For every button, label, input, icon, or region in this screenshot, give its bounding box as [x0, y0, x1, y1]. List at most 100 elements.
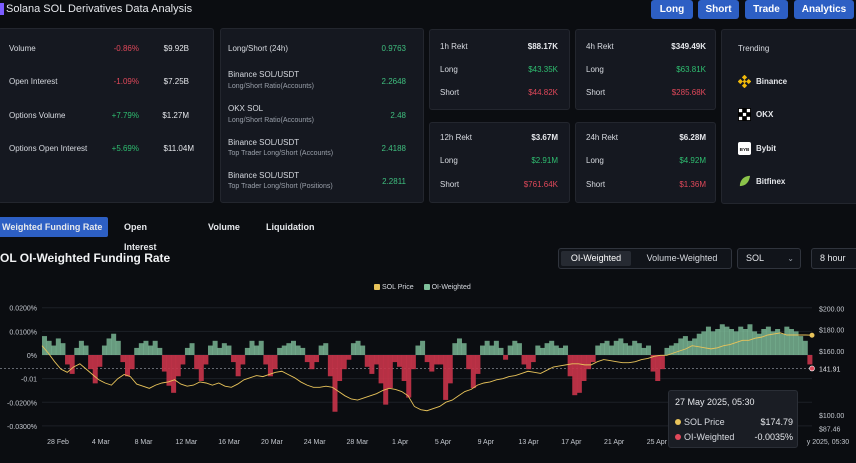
funding-bar: [535, 345, 541, 355]
chart-title: OL OI-Weighted Funding Rate: [0, 251, 171, 265]
tooltip-row-oi: OI-Weighted -0.0035%: [675, 432, 793, 442]
funding-bar: [793, 331, 799, 355]
right-tick-label: $200.00: [819, 306, 844, 313]
funding-bar: [475, 355, 481, 374]
legend-oi-weighted[interactable]: OI-Weighted: [423, 284, 471, 291]
svg-text:BYB: BYB: [740, 147, 750, 152]
funding-bar: [669, 345, 675, 355]
funding-bar: [231, 355, 237, 363]
funding-bar: [784, 326, 790, 355]
oi-weighted-series: [42, 324, 813, 412]
x-tick-label: 5 Apr: [435, 439, 452, 446]
binance-icon: [738, 75, 751, 88]
funding-bar: [364, 355, 370, 367]
funding-bar: [765, 326, 771, 355]
legend-sol-price[interactable]: SOL Price: [374, 284, 414, 291]
funding-bar: [263, 355, 269, 365]
short-button[interactable]: Short: [698, 0, 739, 19]
funding-bar: [203, 355, 209, 365]
funding-bar: [189, 343, 195, 355]
funding-bar: [443, 355, 449, 400]
funding-bar: [526, 355, 532, 370]
funding-bar: [134, 347, 140, 355]
ratio-value: 2.2648: [381, 77, 406, 86]
x-tick-label: 28 Mar: [347, 439, 369, 446]
x-tick-label: 8 Mar: [135, 439, 154, 446]
funding-bar: [788, 329, 794, 355]
funding-bar: [157, 347, 163, 355]
funding-bar: [166, 355, 172, 386]
funding-bar: [217, 347, 223, 355]
funding-bar: [198, 355, 204, 381]
sol-price-series: [41, 332, 815, 412]
funding-bar: [752, 331, 758, 355]
oi-weighted-button[interactable]: OI-Weighted: [561, 251, 631, 266]
volume-weighted-button[interactable]: Volume-Weighted: [646, 253, 718, 263]
interval-select[interactable]: 8 hour: [811, 248, 856, 269]
price-marker: [809, 332, 815, 338]
analytics-button[interactable]: Analytics: [794, 0, 854, 19]
x-tick-label: y 2025, 05:30: [807, 439, 850, 446]
funding-bar: [309, 355, 315, 370]
funding-bar: [290, 340, 296, 355]
funding-bar: [120, 355, 126, 363]
funding-bar: [493, 340, 499, 355]
funding-bar: [83, 345, 89, 355]
tab-weighted-funding-rate[interactable]: Weighted Funding Rate: [0, 217, 108, 237]
funding-bar: [576, 355, 582, 393]
left-axis: 0.0200% 0.0100% 0% -0.01 -0.0200% -0.0300%: [7, 306, 37, 431]
funding-bar: [111, 333, 117, 355]
funding-bar: [779, 333, 785, 355]
funding-bar: [424, 355, 430, 363]
funding-bar: [650, 355, 656, 372]
tab-volume[interactable]: Volume: [208, 222, 240, 232]
funding-bar: [226, 345, 232, 355]
funding-bar: [235, 355, 241, 377]
funding-bar: [373, 355, 379, 365]
funding-bar: [207, 345, 213, 355]
funding-bar: [350, 343, 356, 355]
funding-bar: [636, 343, 642, 355]
funding-bar: [673, 343, 679, 355]
x-tick-label: 20 Mar: [261, 439, 283, 446]
funding-bar: [687, 340, 693, 355]
funding-bar: [410, 355, 416, 370]
funding-bar: [572, 355, 578, 396]
x-tick-label: 28 Feb: [47, 439, 69, 446]
bybit-icon: BYB: [738, 142, 751, 155]
coin-select-value: SOL: [746, 253, 765, 263]
okx-icon: [738, 108, 751, 121]
funding-bar: [632, 340, 638, 355]
funding-bar: [304, 355, 310, 363]
x-tick-label: 12 Mar: [175, 439, 197, 446]
funding-bar: [480, 345, 486, 355]
right-axis: $200.00 $180.00 $160.00 $100.00 $87.46 141.91: [819, 306, 844, 433]
x-tick-label: 13 Apr: [518, 439, 539, 446]
x-axis: 28 Feb 4 Mar 8 Mar 12 Mar 16 Mar 20 Mar 24 Mar…: [47, 439, 849, 446]
funding-bar: [346, 355, 352, 360]
left-tick-label: 0.0100%: [9, 329, 37, 336]
funding-bar: [152, 340, 158, 355]
funding-bar: [295, 345, 301, 355]
funding-bar: [360, 345, 366, 355]
funding-bar: [240, 355, 246, 365]
ratio-sublabel: Top Trader Long/Short (Accounts): [228, 150, 334, 157]
long-button[interactable]: Long: [651, 0, 693, 19]
funding-bar: [115, 340, 121, 355]
funding-bar: [613, 340, 619, 355]
coin-select[interactable]: SOL ⌄: [737, 248, 801, 269]
funding-bar: [461, 343, 467, 355]
funding-bar: [641, 347, 647, 355]
funding-bar: [369, 355, 375, 374]
funding-bar: [715, 329, 721, 355]
funding-bar: [314, 355, 320, 363]
interval-select-value: 8 hour: [820, 253, 846, 263]
funding-rate-chart[interactable]: 0.0200% 0.0100% 0% -0.01 -0.0200% -0.0300% $2…: [0, 295, 856, 463]
funding-bar: [401, 355, 407, 381]
trade-button[interactable]: Trade: [745, 0, 788, 19]
tab-open-interest[interactable]: Open Interest: [124, 222, 157, 252]
tab-liquidation[interactable]: Liquidation: [266, 222, 315, 232]
funding-bar: [618, 338, 624, 355]
chart-legend: SOL Price OI-Weighted: [374, 284, 471, 291]
funding-bar: [701, 331, 707, 355]
